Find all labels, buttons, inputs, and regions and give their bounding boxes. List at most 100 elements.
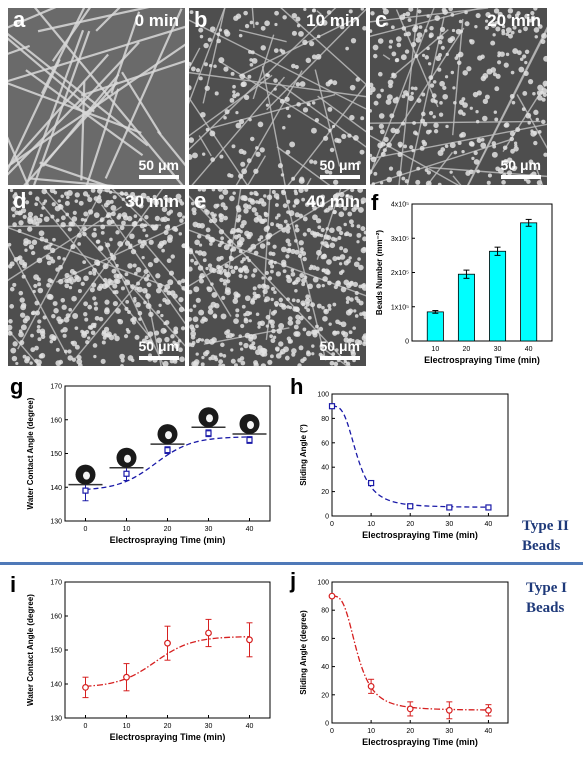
type-ii-line2: Beads <box>522 536 569 556</box>
sem-bead <box>190 259 194 263</box>
sem-bead <box>426 14 429 17</box>
sem-bead <box>264 296 270 302</box>
sem-bead <box>390 128 396 134</box>
sem-bead <box>177 280 182 285</box>
sem-bead <box>276 271 281 276</box>
sem-bead <box>33 216 38 221</box>
sem-bead <box>10 261 15 266</box>
sem-bead <box>274 23 277 26</box>
sem-bead <box>119 354 125 360</box>
sem-bead <box>322 276 328 282</box>
sem-bead <box>327 304 331 308</box>
sem-bead <box>334 285 338 289</box>
sem-bead <box>37 319 41 323</box>
sem-bead <box>18 229 22 233</box>
sem-bead <box>231 269 236 274</box>
sem-bead <box>253 191 258 196</box>
sem-bead <box>348 308 353 313</box>
sem-bead <box>295 228 300 233</box>
sem-bead <box>450 36 455 41</box>
sem-bead <box>286 107 290 111</box>
sem-bead <box>202 152 205 155</box>
sem-bead <box>343 248 348 253</box>
sem-bead <box>309 267 313 271</box>
sem-bead <box>387 94 393 100</box>
sem-bead <box>147 282 152 287</box>
sem-bead <box>132 320 136 324</box>
scale-bar-line <box>320 175 360 179</box>
sem-bead <box>442 9 448 15</box>
sem-bead <box>131 249 136 254</box>
sem-bead <box>124 334 128 338</box>
sem-bead <box>428 62 431 65</box>
sem-bead <box>140 223 145 228</box>
sem-bead <box>305 298 311 304</box>
sem-bead <box>380 181 383 184</box>
sem-bead <box>373 45 379 51</box>
sem-bead <box>426 47 430 51</box>
sem-bead <box>64 317 70 323</box>
sem-bead <box>249 191 253 195</box>
sem-bead <box>264 212 269 217</box>
x-tick-label: 10 <box>123 526 131 533</box>
sem-bead <box>269 334 273 338</box>
sem-bead <box>251 298 255 302</box>
sem-bead <box>380 89 384 93</box>
sem-bead <box>520 57 524 61</box>
sem-bead <box>462 70 468 76</box>
sem-bead <box>117 319 121 323</box>
sem-bead <box>337 236 341 240</box>
sem-bead <box>95 316 100 321</box>
sem-bead <box>320 241 323 244</box>
sem-bead <box>292 13 297 18</box>
sem-bead <box>315 325 319 329</box>
type-i-label: Type I Beads <box>526 578 567 618</box>
sem-bead <box>61 215 66 220</box>
sem-bead <box>291 348 297 354</box>
time-label-e: 40 min <box>306 193 360 210</box>
sem-bead <box>91 283 96 288</box>
sem-bead <box>321 306 325 310</box>
sem-bead <box>476 170 480 174</box>
sem-bead <box>286 223 289 226</box>
sem-bead <box>322 316 328 322</box>
sem-bead <box>138 311 143 316</box>
sem-bead <box>138 317 142 321</box>
sem-bead <box>10 348 16 354</box>
sem-bead <box>235 314 239 318</box>
sem-bead <box>196 298 201 303</box>
sem-bead <box>190 10 194 14</box>
sem-bead <box>192 341 196 345</box>
sem-bead <box>217 32 221 36</box>
sem-bead <box>244 275 248 279</box>
sem-bead <box>24 315 30 321</box>
sem-bead <box>440 27 445 32</box>
sem-bead <box>283 346 289 352</box>
sem-bead <box>226 279 230 283</box>
sem-bead <box>93 228 96 231</box>
sem-bead <box>64 350 68 354</box>
panel-letter-e: e <box>194 190 206 212</box>
sem-bead <box>496 74 501 79</box>
droplet-inset <box>151 424 185 444</box>
sem-bead <box>317 35 321 39</box>
sem-bead <box>309 159 313 163</box>
sem-bead <box>492 152 498 158</box>
sem-bead <box>239 119 244 124</box>
y-axis-label: Sliding Angle (degree) <box>299 610 308 695</box>
sem-bead <box>355 296 359 300</box>
sem-bead <box>249 319 252 322</box>
sem-bead <box>405 49 409 53</box>
sem-bead <box>339 262 342 265</box>
scale-bar-label: 50 μm <box>139 338 179 354</box>
data-point <box>447 708 453 714</box>
droplet-inset <box>110 448 144 468</box>
sem-bead <box>203 258 207 262</box>
sem-bead <box>506 53 509 56</box>
sem-bead <box>439 112 443 116</box>
sem-bead <box>310 231 315 236</box>
sem-bead <box>269 320 275 326</box>
sem-bead <box>100 225 105 230</box>
x-tick-label: 30 <box>205 526 213 533</box>
sem-bead <box>433 80 437 84</box>
